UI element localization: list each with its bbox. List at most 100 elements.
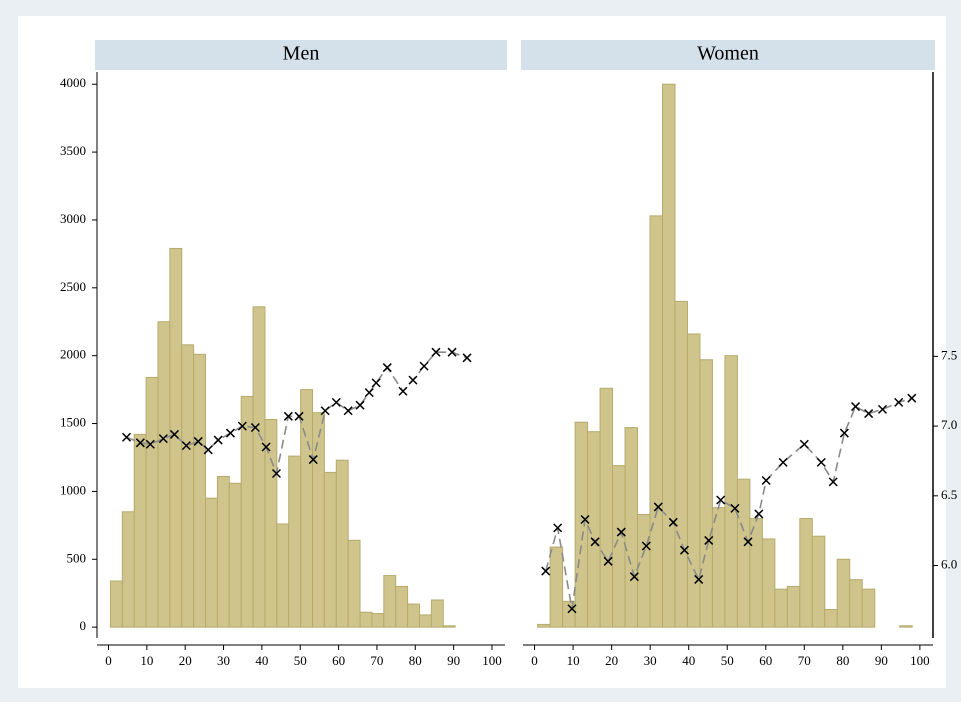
bar [799,518,813,628]
marker [580,514,590,525]
bar [599,387,614,628]
marker [907,393,917,403]
bar [371,613,385,628]
x-tick-label: 80 [836,653,849,668]
x-tick-label: 70 [798,653,811,668]
marker [382,363,392,373]
x-tick-label: 0 [105,653,112,668]
bar [537,623,551,628]
marker [169,429,179,439]
marker [679,545,689,555]
y-tick-label: 3000 [60,211,86,226]
bar [861,588,876,628]
bar [549,546,564,628]
y-tick-label: 2000 [60,347,86,362]
bar [811,535,826,628]
marker [641,541,651,551]
marker [894,397,904,407]
marker [716,495,726,505]
bar [109,580,123,628]
bar [749,518,763,628]
x-tick-label: 30 [217,653,230,668]
y-tick-label: 4000 [60,75,86,90]
marker [145,439,155,449]
bar [300,389,314,628]
panel-title: Men [283,43,320,65]
panel-header [95,40,507,70]
x-tick-label: 30 [644,653,657,668]
marker [603,556,613,566]
bar [774,588,788,628]
marker [567,604,577,614]
marker [419,361,429,371]
y-tick-label: 0 [80,618,87,633]
y-tick-label: 3500 [60,143,86,158]
x-tick-label: 10 [567,653,580,668]
marker [778,457,788,467]
x-tick-label: 20 [605,653,618,668]
bar [407,603,420,628]
y2-tick-label: 7.0 [941,417,957,432]
bar [323,471,337,628]
x-tick-label: 100 [482,653,502,668]
bar [637,513,651,628]
bar [786,585,801,628]
marker [225,428,235,438]
bar [383,575,397,628]
y-tick-label: 2500 [60,279,86,294]
y-tick-label: 1000 [60,482,86,497]
x-tick-label: 90 [447,653,460,668]
marker [364,388,374,398]
marker [743,537,753,547]
bar [228,482,242,628]
marker [261,442,271,452]
bar [288,455,302,628]
x-tick-label: 90 [875,653,888,668]
panel-title: Women [697,43,759,65]
x-tick-label: 40 [255,653,268,668]
panel-header [521,40,935,70]
bar [686,333,701,628]
bar [761,538,776,628]
marker [213,435,223,445]
bar [312,412,325,628]
marker [590,537,600,547]
bar [121,511,135,628]
marker [668,517,678,527]
bar [736,478,751,628]
bar [395,585,409,628]
marker [839,428,849,438]
marker [250,422,260,433]
x-tick-label: 60 [332,653,345,668]
marker [816,457,826,467]
marker [294,411,304,421]
marker [343,406,353,416]
marker [408,375,418,385]
bar [711,507,726,628]
x-tick-label: 70 [370,653,383,668]
bar [133,433,147,628]
bar [899,625,913,628]
marker [616,527,626,537]
bar [661,83,676,628]
marker [730,503,740,513]
bar [145,376,159,628]
bar [442,625,456,628]
marker [431,347,441,357]
marker [237,421,247,431]
y2-tick-label: 6.0 [941,556,957,571]
marker [541,566,551,576]
bar [193,353,207,628]
marker [828,477,838,487]
marker [121,432,132,442]
y2-tick-label: 6.5 [941,487,957,502]
trend-line [544,397,913,609]
marker [462,353,472,363]
bar [724,355,738,628]
marker [629,572,639,582]
x-tick-label: 80 [409,653,422,668]
marker [355,400,365,410]
marker [193,436,203,446]
bar [252,306,266,628]
